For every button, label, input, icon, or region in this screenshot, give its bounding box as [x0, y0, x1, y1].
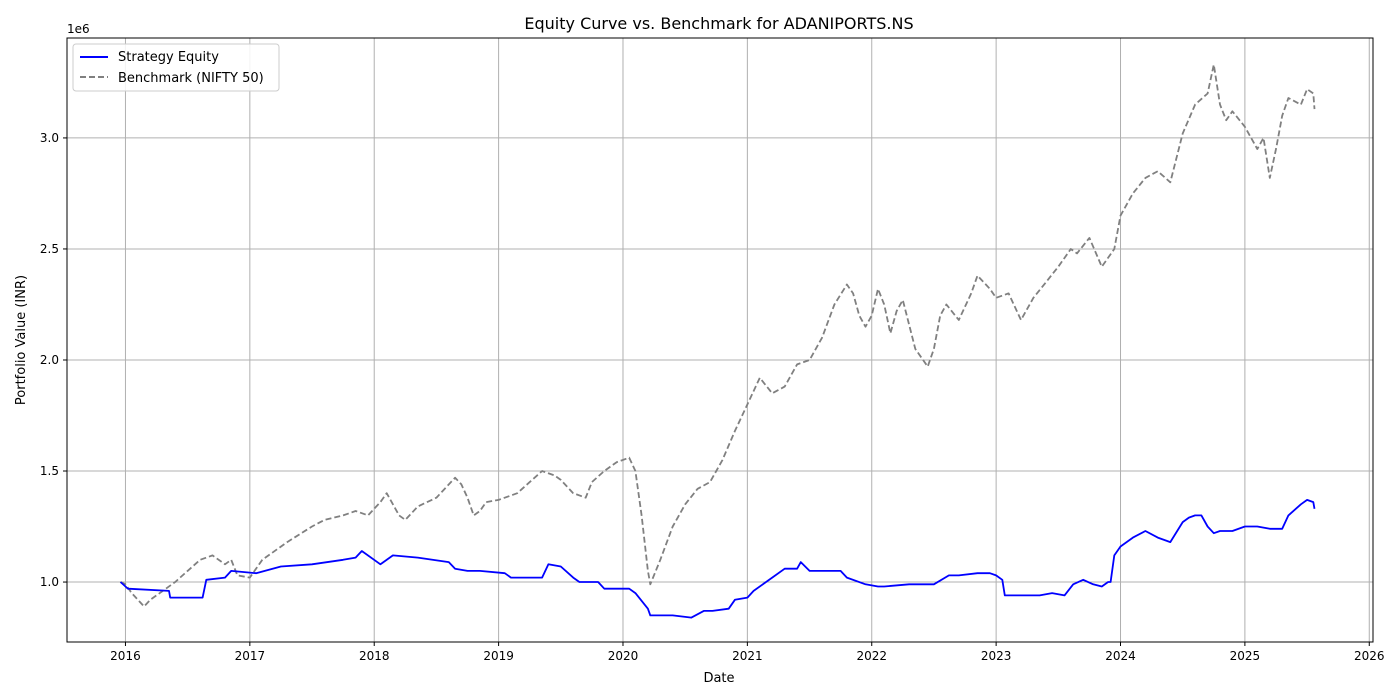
legend-box	[72, 43, 280, 92]
x-tick-label: 2018	[359, 649, 390, 663]
x-tick-label: 2016	[110, 649, 141, 663]
plot-frame	[66, 37, 1374, 643]
series-layer	[119, 63, 1316, 619]
x-tick-label: 2020	[608, 649, 639, 663]
legend: Strategy Equity Benchmark (NIFTY 50)	[72, 43, 280, 92]
chart-title: Equity Curve vs. Benchmark for ADANIPORT…	[524, 14, 913, 33]
x-tick-label: 2025	[1230, 649, 1261, 663]
y-tick-label: 2.0	[40, 353, 59, 367]
x-tick-label: 2019	[483, 649, 514, 663]
x-axis-label: Date	[703, 671, 734, 686]
y-axis-label: Portfolio Value (INR)	[14, 275, 29, 405]
x-tick-label: 2024	[1105, 649, 1136, 663]
y-tick-label: 2.5	[40, 242, 59, 256]
y-tick-label: 3.0	[40, 131, 59, 145]
x-axis-ticks: 2016 2017 2018 2019 2020 2021 2022 2023 2024 2025…	[110, 642, 1385, 663]
x-tick-label: 2026	[1354, 649, 1385, 663]
x-tick-label: 2022	[856, 649, 887, 663]
legend-label-strategy-equity: Strategy Equity	[118, 50, 219, 65]
y-axis-ticks: 1.0 1.5 2.0 2.5 3.0	[40, 131, 67, 589]
y-offset-label: 1e6	[67, 22, 90, 36]
x-tick-label: 2021	[732, 649, 763, 663]
grid	[67, 38, 1373, 642]
y-tick-label: 1.5	[40, 464, 59, 478]
x-tick-label: 2017	[235, 649, 266, 663]
series-line-strategy-equity	[119, 499, 1316, 619]
y-tick-label: 1.0	[40, 575, 59, 589]
legend-label-benchmark: Benchmark (NIFTY 50)	[118, 71, 264, 86]
x-tick-label: 2023	[981, 649, 1012, 663]
